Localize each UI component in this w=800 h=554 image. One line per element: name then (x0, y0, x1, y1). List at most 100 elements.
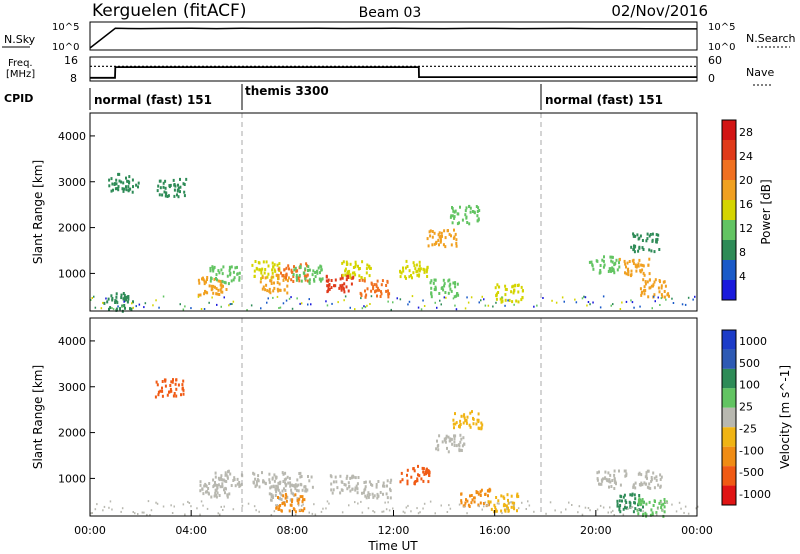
data-cell (296, 297, 298, 300)
data-cell (616, 499, 619, 503)
data-cell (212, 269, 215, 273)
freq-frame (89, 56, 698, 82)
data-cell (668, 294, 670, 298)
data-cell (339, 277, 342, 281)
data-cell (372, 287, 375, 291)
data-cell (384, 501, 386, 504)
data-cell (471, 210, 474, 213)
data-cell (462, 421, 465, 425)
data-cell (615, 258, 618, 262)
data-cell (360, 297, 362, 300)
data-cell (238, 276, 241, 280)
data-cell (375, 485, 378, 489)
data-cell (487, 500, 490, 504)
data-cell (431, 235, 434, 239)
data-cell (650, 476, 653, 479)
data-cell (658, 290, 661, 294)
data-cell (211, 265, 214, 269)
data-cell (129, 307, 131, 311)
data-cell (199, 483, 202, 487)
data-cell (443, 296, 446, 299)
data-cell (635, 269, 638, 273)
colorbar-swatch (722, 407, 736, 428)
data-cell (366, 304, 368, 307)
data-cell (464, 213, 467, 217)
data-cell (206, 278, 208, 281)
data-cell (453, 434, 455, 438)
data-cell (361, 260, 364, 264)
cpid-mode-label: themis 3300 (245, 84, 329, 98)
data-cell (660, 284, 663, 288)
data-cell (356, 482, 359, 486)
colorbar-swatch (722, 446, 736, 467)
data-cell (417, 473, 419, 477)
data-cell (161, 394, 164, 398)
data-cell (175, 394, 178, 398)
data-cell (478, 505, 480, 508)
data-cell (236, 272, 239, 276)
data-cell (418, 260, 421, 264)
data-cell (202, 492, 205, 496)
data-cell (255, 266, 258, 270)
data-cell (496, 502, 499, 505)
data-cell (164, 384, 167, 388)
data-cell (313, 278, 315, 282)
data-cell (449, 439, 452, 443)
data-cell (477, 412, 480, 416)
data-cell (616, 502, 619, 506)
data-cell (115, 295, 118, 299)
data-cell (290, 488, 293, 492)
data-cell (504, 287, 507, 291)
data-cell (444, 236, 447, 240)
data-cell (198, 281, 201, 285)
data-cell (430, 295, 433, 299)
data-cell (93, 295, 95, 298)
data-cell (168, 390, 170, 394)
data-cell (144, 302, 147, 305)
data-cell (639, 287, 642, 291)
data-cell (254, 477, 257, 481)
data-cell (289, 498, 292, 502)
data-cell (626, 261, 629, 265)
data-cell (462, 436, 465, 440)
data-cell (422, 507, 424, 510)
colorbar-tick-label: -25 (739, 422, 757, 435)
noise-right-label: N.Search (746, 32, 796, 45)
data-cell (644, 282, 647, 286)
data-cell (212, 478, 215, 482)
data-cell (453, 295, 456, 299)
data-cell (478, 209, 481, 212)
data-cell (383, 484, 386, 488)
data-cell (453, 216, 456, 220)
data-cell (619, 504, 622, 507)
data-cell (175, 378, 178, 382)
data-cell (115, 292, 118, 296)
data-cell (179, 303, 181, 306)
data-cell (218, 271, 221, 275)
data-cell (638, 483, 641, 487)
data-cell (402, 269, 405, 273)
data-cell (293, 268, 296, 272)
data-cell (451, 214, 454, 218)
data-cell (602, 477, 604, 481)
data-cell (131, 190, 134, 194)
data-cell (589, 303, 591, 306)
data-cell (461, 444, 464, 448)
data-cell (520, 285, 523, 289)
data-cell (469, 494, 471, 498)
data-cell (295, 269, 298, 273)
data-cell (411, 295, 414, 298)
data-cell (615, 482, 617, 486)
data-cell (680, 507, 682, 510)
data-cell (175, 387, 178, 391)
data-cell (414, 267, 417, 271)
data-cell (486, 504, 488, 507)
colorbar-swatch (722, 240, 736, 260)
data-cell (260, 307, 262, 310)
data-cell (565, 508, 567, 511)
data-cell (412, 467, 415, 471)
data-cell (220, 474, 223, 478)
colorbar-swatch (722, 120, 736, 140)
data-cell (596, 478, 599, 482)
data-cell (376, 286, 379, 290)
